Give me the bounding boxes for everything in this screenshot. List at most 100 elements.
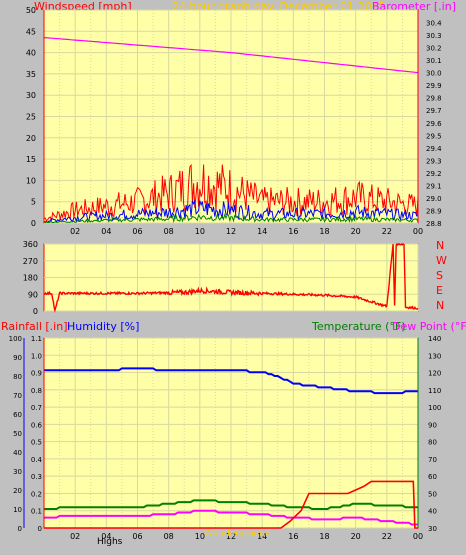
- x-tick-label: 16: [288, 532, 298, 541]
- rain-tick-label: 0.9: [31, 370, 42, 378]
- temp-tick-label: 60: [428, 473, 437, 481]
- rain-series: [44, 367, 418, 529]
- baro-tick-label: 30.0: [426, 70, 442, 78]
- x-tick-label: 06: [132, 227, 142, 236]
- temp-tick-label: 50: [428, 490, 437, 498]
- x-tick-label: 22: [382, 532, 392, 541]
- rain-tick-label: 0.4: [31, 456, 43, 464]
- compass-letter: S: [436, 269, 443, 282]
- baro-tick-label: 29.9: [426, 82, 442, 90]
- wind-tick-label: 45: [26, 27, 36, 36]
- humidity-tick-label: 100: [9, 335, 22, 343]
- wind-axes: 0 5 10 15 20 25 30 35 40 45 50 28.8 28.9 29.0 29.1 29.2…: [26, 6, 442, 236]
- wind-tick-label: 35: [26, 70, 36, 79]
- x-tick-label: 10: [195, 532, 205, 541]
- temp-tick-label: 130: [428, 352, 441, 360]
- series-dew-point: [44, 509, 418, 526]
- compass-letter: E: [436, 284, 443, 297]
- highs-label: Highs: [97, 537, 123, 547]
- x-tick-label: 06: [132, 532, 142, 541]
- baro-tick-label: 29.8: [426, 95, 442, 103]
- rain-tick-label: 0.8: [31, 387, 42, 395]
- temp-tick-label: 40: [428, 508, 437, 516]
- compass-letter: N: [436, 299, 444, 312]
- baro-tick-label: 30.3: [426, 32, 442, 40]
- wind-tick-label: 0: [31, 219, 36, 228]
- rain-tick-label: 1.0: [31, 352, 42, 360]
- x-tick-label: 20: [351, 532, 361, 541]
- humidity-tick-label: 30: [13, 468, 22, 476]
- x-tick-label: 00: [413, 532, 423, 541]
- x-tick-label: 08: [164, 532, 174, 541]
- x-tick-label: 00: [413, 227, 423, 236]
- humidity-tick-label: 60: [13, 411, 22, 419]
- baro-tick-label: 28.8: [426, 220, 442, 228]
- humidity-tick-label: 0: [18, 525, 22, 533]
- x-tick-label: 14: [257, 532, 267, 541]
- wind-tick-label: 50: [26, 6, 36, 15]
- baro-tick-label: 29.1: [426, 182, 442, 190]
- direction-tick-label: 0: [33, 307, 38, 316]
- dewpoint-label: Dew Point (°F): [392, 320, 466, 333]
- baro-tick-label: 29.6: [426, 120, 442, 128]
- direction-tick-label: 180: [23, 274, 38, 283]
- temp-tick-label: 100: [428, 404, 441, 412]
- wind-grid: [44, 9, 419, 224]
- rain-tick-label: 0.3: [31, 473, 42, 481]
- x-tick-label: 22: [382, 227, 392, 236]
- temp-tick-label: 140: [428, 335, 441, 343]
- temp-tick-label: 30: [428, 525, 437, 533]
- baro-tick-label: 29.4: [426, 145, 442, 153]
- x-tick-label: 18: [319, 227, 329, 236]
- series-humidity: [44, 367, 418, 395]
- x-tick-label: 18: [319, 532, 329, 541]
- wind-tick-label: 15: [26, 155, 36, 164]
- wind-tick-label: 20: [26, 134, 36, 143]
- compass-letter: N: [436, 239, 444, 252]
- series-rainfall: [44, 480, 418, 529]
- watermark-label: Wunderground: [204, 529, 271, 539]
- wind-tick-label: 40: [26, 49, 36, 58]
- rain-tick-label: 0.5: [31, 439, 42, 447]
- baro-tick-label: 30.4: [426, 20, 442, 28]
- rain-tick-label: 0.7: [31, 404, 42, 412]
- temp-tick-label: 120: [428, 370, 441, 378]
- rain-tick-label: 0.1: [31, 508, 42, 516]
- x-tick-label: 02: [70, 227, 80, 236]
- humidity-tick-label: 20: [13, 487, 22, 495]
- baro-tick-label: 29.2: [426, 170, 442, 178]
- x-tick-label: 02: [70, 532, 80, 541]
- direction-tick-label: 90: [28, 290, 38, 299]
- rain-axes: 0 0.1 0.2 0.3 0.4 0.5 0.6 0.7 0.8 0.9 1.0 1.1 0 10 20 3…: [9, 335, 442, 541]
- temp-tick-label: 90: [428, 421, 437, 429]
- humidity-tick-label: 40: [13, 449, 22, 457]
- direction-series: [43, 242, 419, 314]
- temp-tick-label: 70: [428, 456, 437, 464]
- wind-tick-label: 30: [26, 91, 36, 100]
- series-direction: [43, 242, 419, 314]
- x-tick-label: 12: [226, 227, 236, 236]
- rain-tick-label: 0: [38, 525, 42, 533]
- rainfall-label: Rainfall [.in]: [1, 320, 68, 333]
- baro-tick-label: 29.7: [426, 107, 442, 115]
- baro-tick-label: 29.0: [426, 195, 442, 203]
- rain-tick-label: 1.1: [31, 335, 42, 343]
- x-tick-label: 08: [164, 227, 174, 236]
- baro-tick-label: 30.1: [426, 57, 442, 65]
- humidity-tick-label: 70: [13, 392, 22, 400]
- direction-tick-label: 360: [23, 240, 38, 249]
- baro-tick-label: 30.2: [426, 45, 442, 53]
- series-barometer: [43, 37, 419, 74]
- x-tick-label: 14: [257, 227, 267, 236]
- humidity-label: Humidity [%]: [67, 320, 139, 333]
- temperature-label: Temperature (°F): [311, 320, 406, 333]
- x-tick-label: 16: [288, 227, 298, 236]
- series-gust: [43, 199, 419, 223]
- x-tick-label: 04: [101, 227, 111, 236]
- wind-series: [43, 37, 419, 224]
- series-temperature: [44, 499, 418, 510]
- baro-tick-label: 29.5: [426, 132, 442, 140]
- wind-tick-label: 10: [26, 176, 36, 185]
